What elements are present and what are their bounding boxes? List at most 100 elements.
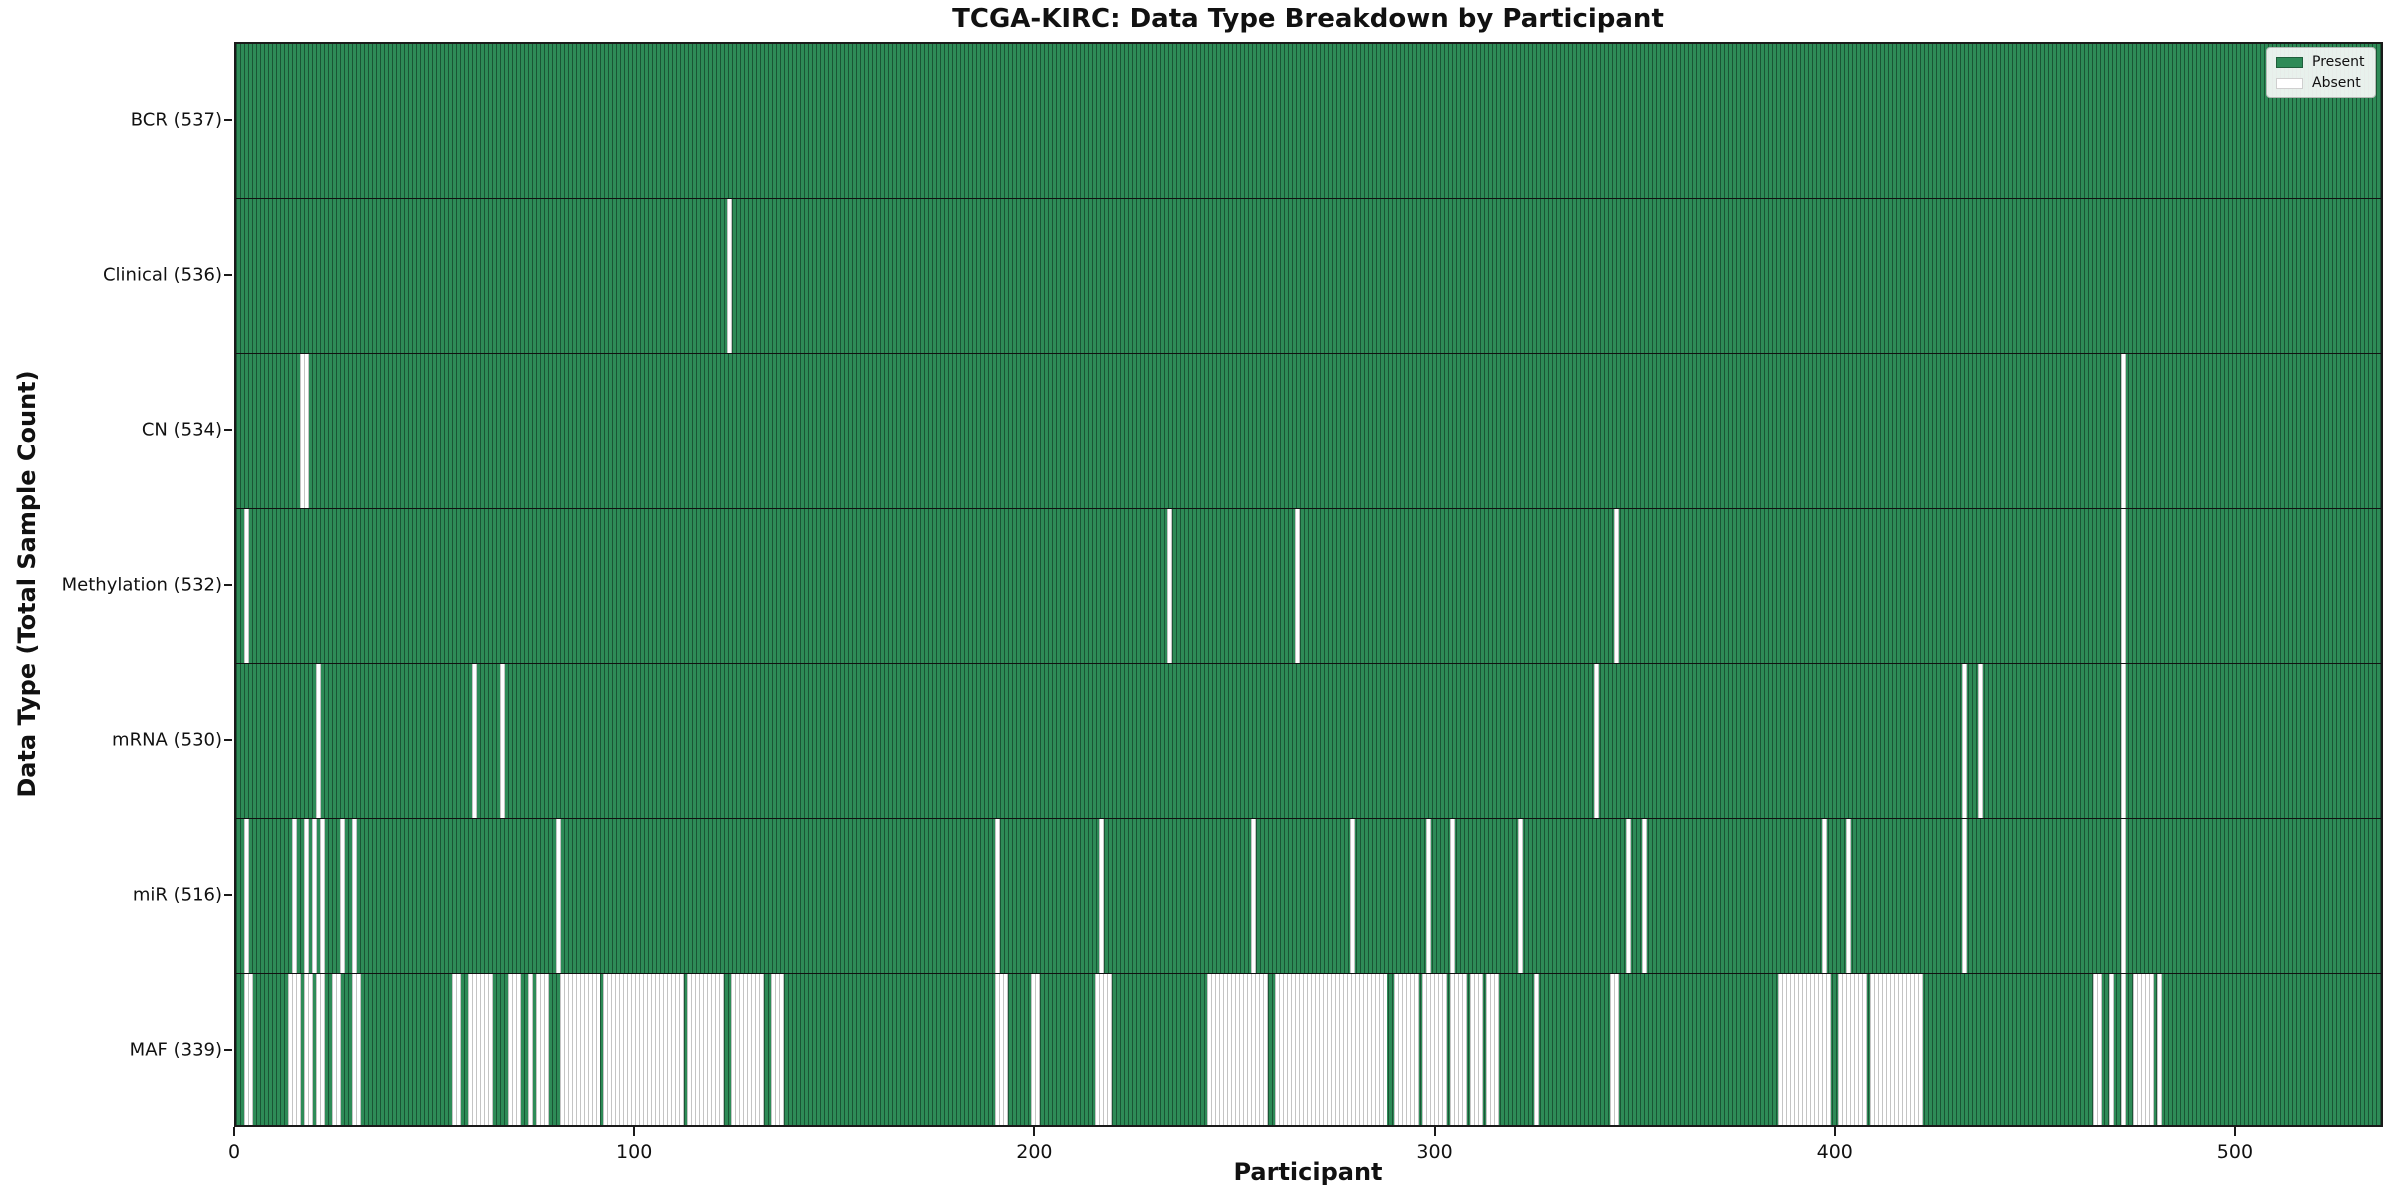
absent-bar <box>2133 974 2155 1125</box>
absent-bar <box>1821 819 1827 973</box>
x-tick <box>1833 1127 1836 1136</box>
absent-bar <box>351 974 361 1125</box>
x-tick-label-500: 500 <box>2216 1141 2254 1163</box>
absent-bar <box>311 819 317 973</box>
y-tick <box>224 1048 232 1051</box>
absent-bar <box>243 819 249 973</box>
absent-bar <box>303 819 309 973</box>
absent-bar <box>1777 974 1831 1125</box>
absent-bar <box>351 819 357 973</box>
x-tick-label-400: 400 <box>1816 1141 1853 1163</box>
absent-bar <box>1845 819 1851 973</box>
absent-bar <box>1094 974 1112 1125</box>
y-tick-label-maf: MAF (339) <box>129 1039 222 1060</box>
x-tick <box>633 1127 636 1136</box>
absent-bar <box>2121 354 2127 508</box>
absent-bar <box>771 974 785 1125</box>
x-tick <box>1033 1127 1036 1136</box>
absent-bar <box>499 664 505 818</box>
absent-bar <box>2109 974 2115 1125</box>
absent-bar <box>1450 819 1456 973</box>
x-tick <box>233 1127 235 1136</box>
absent-bar <box>1594 664 1600 818</box>
absent-bar <box>1294 509 1300 663</box>
legend-item-present: Present <box>2276 54 2366 70</box>
y-tick <box>224 428 232 431</box>
x-tick-label-100: 100 <box>616 1141 653 1163</box>
absent-bar <box>315 664 321 818</box>
data-row-mrna <box>236 664 2381 819</box>
x-tick-label-0: 0 <box>227 1141 241 1163</box>
y-tick <box>224 583 232 586</box>
absent-bar <box>291 819 297 973</box>
absent-bar <box>555 819 561 973</box>
absent-bar <box>994 974 1008 1125</box>
absent-bar <box>2121 664 2127 818</box>
absent-bar <box>731 974 765 1125</box>
y-tick <box>224 273 232 276</box>
absent-bar <box>1610 974 1620 1125</box>
absent-bar <box>1274 974 1388 1125</box>
legend: Present Absent <box>2266 47 2376 98</box>
data-row-methylation <box>236 509 2381 664</box>
y-tick-labels: BCR (537) Clinical (536) CN (534) Methylati… <box>0 42 222 1127</box>
y-tick <box>224 118 232 121</box>
plot-area <box>234 42 2383 1127</box>
y-tick <box>224 738 232 741</box>
absent-bar <box>535 974 549 1125</box>
absent-bar <box>1394 974 1420 1125</box>
absent-bar <box>299 354 309 508</box>
absent-bar <box>1642 819 1648 973</box>
legend-label: Absent <box>2312 75 2361 91</box>
absent-bar <box>1098 819 1104 973</box>
absent-bar <box>1250 819 1256 973</box>
absent-bar <box>1470 974 1484 1125</box>
absent-swatch-icon <box>2276 77 2303 89</box>
data-row-maf <box>236 974 2381 1125</box>
legend-item-absent: Absent <box>2276 75 2366 91</box>
absent-bar <box>2121 819 2127 973</box>
absent-bar <box>2157 974 2163 1125</box>
absent-bar <box>467 974 493 1125</box>
x-tick-label-300: 300 <box>1416 1141 1453 1163</box>
data-row-clinical <box>236 199 2381 354</box>
absent-bar <box>1450 974 1468 1125</box>
x-axis-label: Participant <box>1233 1158 1383 1186</box>
absent-bar <box>1206 974 1268 1125</box>
y-tick-label-cn: CN (534) <box>141 419 222 440</box>
legend-label: Present <box>2312 54 2365 70</box>
absent-bar <box>1166 509 1172 663</box>
absent-bar <box>1614 509 1620 663</box>
x-tick <box>2233 1127 2236 1136</box>
x-tick <box>1433 1127 1436 1136</box>
y-tick <box>224 893 232 896</box>
data-row-mir <box>236 819 2381 974</box>
absent-bar <box>2093 974 2103 1125</box>
absent-bar <box>1837 974 1867 1125</box>
absent-bar <box>1486 974 1500 1125</box>
y-tick-label-methylation: Methylation (532) <box>61 574 222 595</box>
x-ticks: 0 100 200 300 400 500 <box>228 1127 2383 1167</box>
absent-bar <box>1869 974 1923 1125</box>
absent-bar <box>1977 664 1983 818</box>
absent-bar <box>287 974 301 1125</box>
absent-bar <box>727 199 733 353</box>
present-swatch-icon <box>2276 56 2303 68</box>
data-row-bcr <box>236 44 2381 199</box>
chart-title: TCGA-KIRC: Data Type Breakdown by Partic… <box>952 4 1664 34</box>
data-row-cn <box>236 354 2381 509</box>
x-tick-label-200: 200 <box>1016 1141 1053 1163</box>
absent-bar <box>687 974 725 1125</box>
absent-bar <box>451 974 461 1125</box>
y-tick-label-clinical: Clinical (536) <box>102 264 222 285</box>
absent-bar <box>1626 819 1632 973</box>
y-tick-label-mir: miR (516) <box>132 884 222 905</box>
absent-bar <box>2121 509 2127 663</box>
absent-bar <box>243 974 253 1125</box>
absent-bar <box>243 509 249 663</box>
absent-bar <box>319 819 325 973</box>
absent-bar <box>527 974 533 1125</box>
absent-bar <box>1534 974 1540 1125</box>
absent-bar <box>1961 819 1967 973</box>
